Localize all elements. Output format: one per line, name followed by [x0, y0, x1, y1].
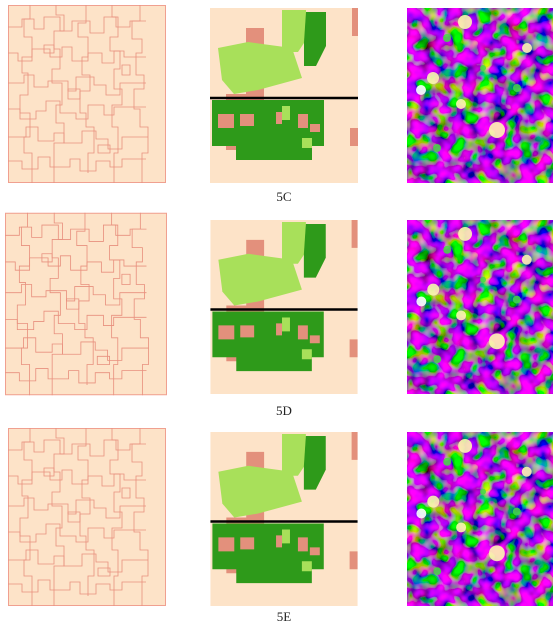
panel-label: 5E — [277, 609, 292, 624]
satellite-image — [407, 432, 552, 606]
panel-label: 5D — [276, 403, 292, 418]
land-cover-map — [210, 8, 358, 183]
segmentation-image — [5, 213, 166, 396]
panel-label: 5C — [276, 189, 291, 204]
segmentation-image — [8, 5, 166, 183]
satellite-image — [407, 8, 553, 183]
satellite-image — [407, 220, 552, 394]
segmentation-image — [8, 428, 166, 606]
land-cover-map — [210, 432, 357, 606]
land-cover-map — [210, 220, 357, 394]
figure: 5C 5D 5E — [0, 0, 553, 627]
